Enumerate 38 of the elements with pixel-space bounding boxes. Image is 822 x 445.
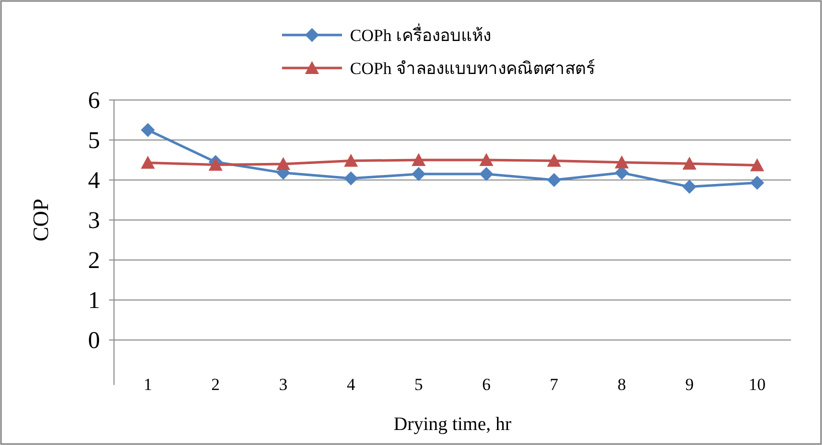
y-tick-label: 1: [88, 288, 100, 314]
x-tick-label: 2: [211, 375, 220, 394]
point: [479, 167, 494, 181]
y-tick-label: 6: [88, 88, 100, 114]
point: [614, 155, 629, 168]
x-tick-label: 4: [346, 375, 356, 394]
point: [344, 171, 358, 186]
y-tick-label: 2: [88, 248, 100, 274]
point: [547, 154, 562, 167]
x-tick-label: 10: [748, 375, 766, 394]
x-tick-label: 6: [482, 375, 491, 394]
point: [412, 153, 426, 166]
point: [344, 154, 358, 167]
legend-label: COPh เครื่องอบแห้ง: [350, 23, 491, 45]
point: [412, 167, 426, 181]
y-tick-label: 0: [88, 328, 100, 354]
x-tick-label: 8: [618, 375, 626, 394]
y-tick-label: 3: [88, 208, 100, 234]
y-tick-label: 5: [88, 128, 100, 154]
point: [276, 157, 290, 170]
point: [682, 180, 696, 194]
x-tick-label: 3: [279, 375, 288, 394]
point: [140, 123, 155, 137]
point: [750, 158, 764, 172]
x-tick-label: 1: [144, 375, 152, 394]
point: [208, 158, 223, 171]
y-axis-title: COP: [28, 198, 53, 242]
x-tick-label: 9: [685, 375, 694, 394]
point: [140, 156, 155, 169]
x-axis-title: Drying time, hr: [394, 414, 512, 435]
point: [479, 153, 494, 166]
point: [750, 176, 764, 190]
point: [547, 173, 562, 187]
x-tick-label: 5: [414, 375, 423, 394]
legend-label: COPh จำลองแบบทางคณิตศาสตร์: [350, 59, 595, 78]
point: [682, 156, 696, 170]
y-tick-label: 4: [88, 168, 100, 194]
x-tick-label: 7: [550, 375, 559, 394]
